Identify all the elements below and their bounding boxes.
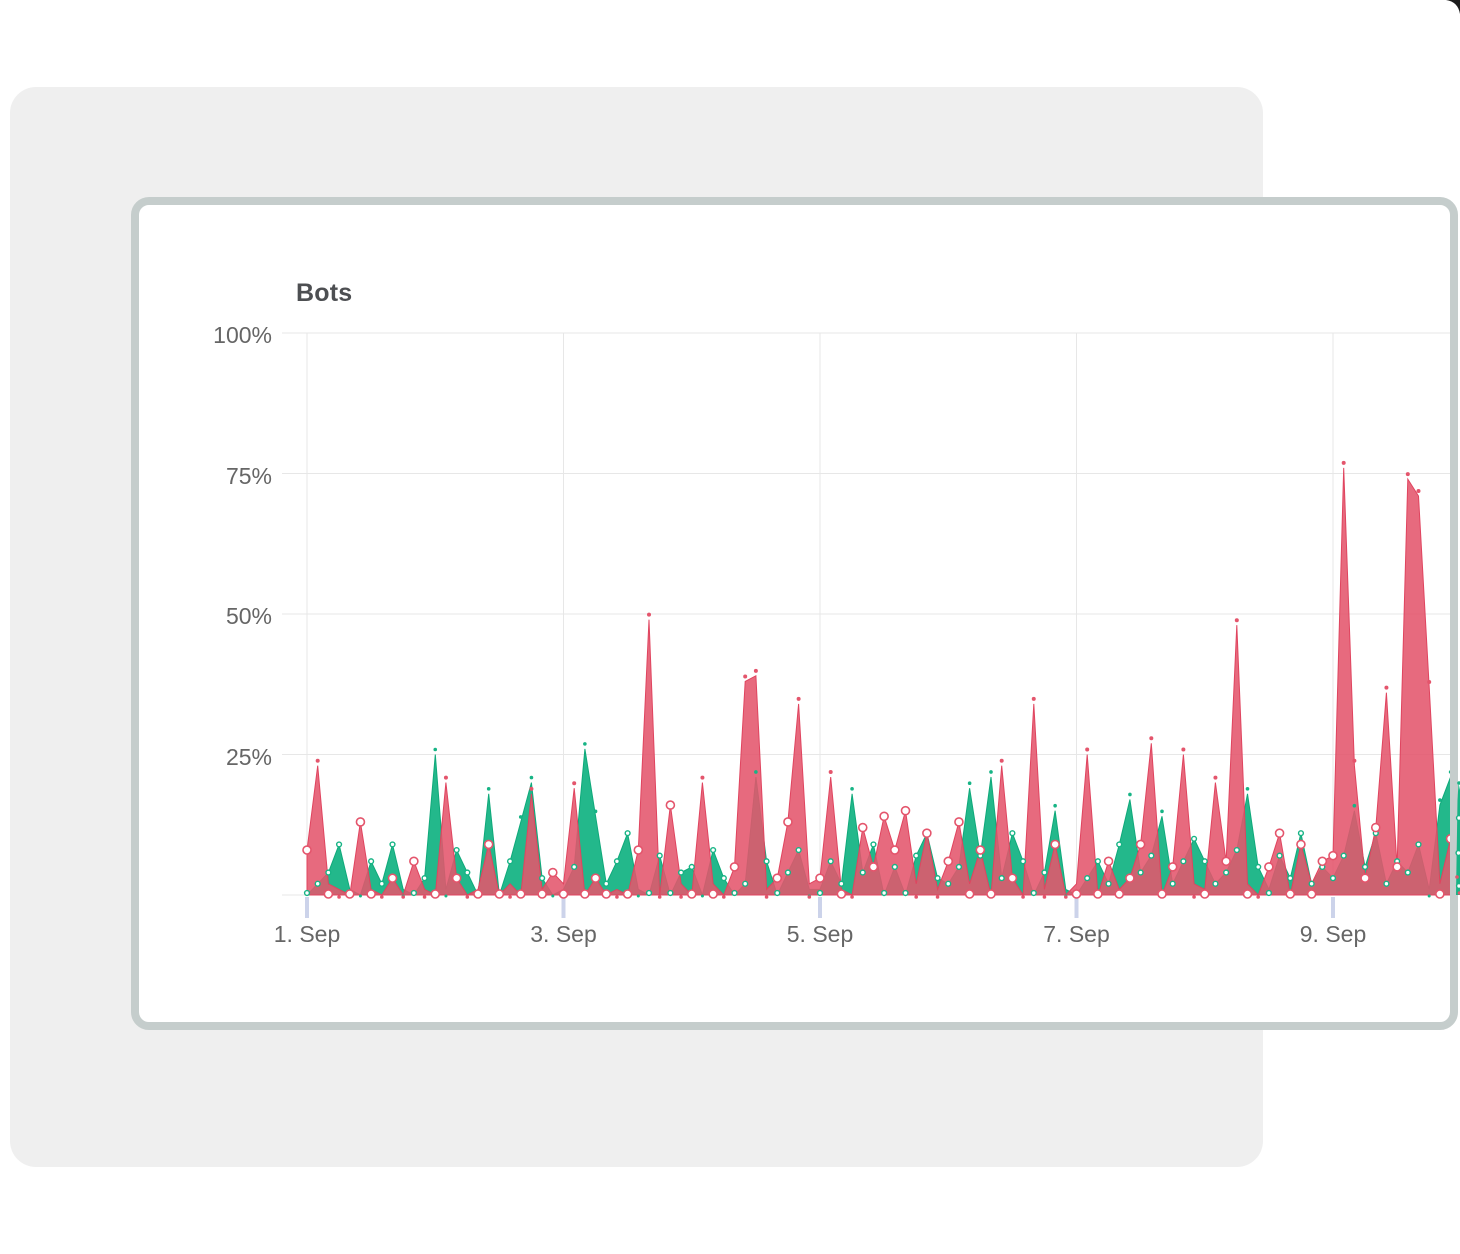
y-axis-label: 50% bbox=[225, 603, 272, 629]
adjacent-chart-sliver bbox=[1455, 781, 1460, 895]
x-axis-label: 5. Sep bbox=[786, 921, 854, 947]
x-axis-label: 1. Sep bbox=[273, 921, 341, 947]
gridlines bbox=[282, 332, 1450, 896]
x-axis-label: 3. Sep bbox=[530, 921, 597, 947]
screenshot-corner-notch bbox=[1446, 0, 1460, 14]
series-markers bbox=[302, 460, 1450, 899]
x-axis-label: 9. Sep bbox=[1299, 921, 1367, 947]
x-axis-label: 7. Sep bbox=[1043, 921, 1110, 947]
x-axis-ticks bbox=[305, 897, 1335, 918]
y-axis-label: 75% bbox=[225, 462, 272, 489]
chart-title: Bots bbox=[296, 279, 353, 307]
y-axis-label: 25% bbox=[225, 743, 272, 770]
y-axis-label: 100% bbox=[213, 322, 272, 348]
